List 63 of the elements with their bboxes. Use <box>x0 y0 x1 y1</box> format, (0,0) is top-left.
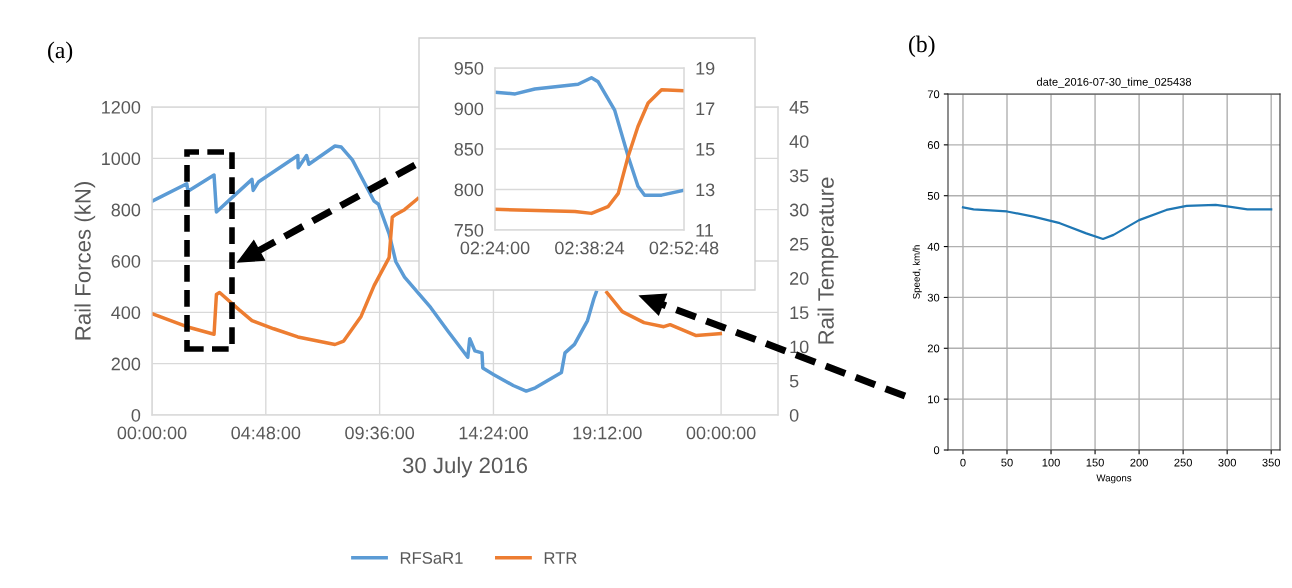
x-axis-title: Wagons <box>1096 474 1132 484</box>
y-tick-label: 800 <box>454 183 484 197</box>
y2-tick-label: 13 <box>696 183 715 197</box>
chart-title: date_2016-07-30_time_025438 <box>1036 77 1192 88</box>
y-tick-label: 750 <box>454 223 484 237</box>
x-tick-label: 02:52:48 <box>649 241 719 255</box>
y-tick-label: 600 <box>111 254 141 268</box>
y-tick-label: 10 <box>928 395 940 404</box>
y-tick-label: 70 <box>927 90 940 99</box>
y2-tick-label: 17 <box>696 102 715 116</box>
x-tick-label: 02:24:00 <box>460 241 530 255</box>
x-tick-label: 0 <box>960 458 966 467</box>
x-tick-label: 150 <box>1086 458 1104 467</box>
x-axis-title: 30 July 2016 <box>402 456 528 478</box>
y2-axis-title: Rail Temperature <box>817 177 839 344</box>
x-tick-label: 250 <box>1174 458 1192 467</box>
x-tick-label: 50 <box>1001 458 1013 467</box>
x-tick-label: 04:48:00 <box>231 426 301 440</box>
y2-tick-label: 40 <box>789 135 809 148</box>
y-tick-label: 200 <box>111 357 141 371</box>
y-axis-title: Speed, km/h <box>912 245 922 299</box>
text: (b) <box>909 35 935 58</box>
y2-tick-label: 15 <box>696 143 715 156</box>
x-tick-label: 14:24:00 <box>459 426 528 440</box>
y2-tick-label: 35 <box>789 169 809 183</box>
y-tick-label: 900 <box>454 102 484 116</box>
y2-tick-label: 5 <box>789 374 799 388</box>
y2-tick-label: 0 <box>789 408 799 422</box>
y-tick-label: 20 <box>927 344 940 353</box>
y-tick-label: 1000 <box>102 152 141 166</box>
x-tick-label: 300 <box>1218 458 1236 467</box>
y-tick-label: 30 <box>927 293 940 302</box>
y-tick-label: 0 <box>131 408 141 422</box>
line-series <box>961 203 1273 241</box>
y2-tick-label: 11 <box>696 224 713 237</box>
y-tick-label: 0 <box>933 446 940 455</box>
y2-tick-label: 19 <box>696 61 715 75</box>
y2-tick-label: 20 <box>790 272 809 285</box>
x-tick-label: 100 <box>1042 458 1060 467</box>
x-tick-label: 200 <box>1130 458 1148 467</box>
x-tick-label: 09:36:00 <box>345 426 415 440</box>
y-tick-label: 850 <box>454 142 484 156</box>
x-tick-label: 350 <box>1262 458 1281 467</box>
legend-label: RTR <box>544 552 577 564</box>
text: (a) <box>48 41 73 64</box>
y2-tick-label: 45 <box>789 101 809 114</box>
y2-tick-label: 30 <box>789 203 809 217</box>
x-tick-label: 02:38:24 <box>555 241 625 255</box>
y-axis-title: Rail Forces (kN) <box>74 182 96 340</box>
x-tick-label: 00:00:00 <box>117 426 187 440</box>
y2-tick-label: 25 <box>790 237 809 251</box>
y2-tick-label: 15 <box>790 306 809 320</box>
y-tick-label: 50 <box>927 191 940 200</box>
y-tick-label: 950 <box>454 61 484 75</box>
y-tick-label: 60 <box>927 141 940 149</box>
y-tick-label: 40 <box>927 242 940 251</box>
x-tick-label: 00:00:00 <box>686 426 756 440</box>
legend-label: RFSaR1 <box>400 552 463 564</box>
y-tick-label: 400 <box>111 306 141 320</box>
x-tick-label: 19:12:00 <box>573 426 642 440</box>
y-tick-label: 1200 <box>102 100 141 114</box>
y-tick-label: 800 <box>111 203 141 217</box>
y2-tick-label: 10 <box>790 340 809 354</box>
